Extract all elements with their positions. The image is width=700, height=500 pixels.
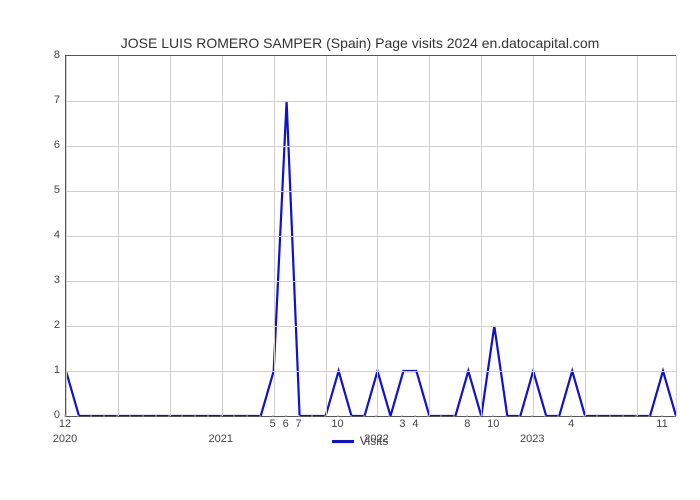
y-axis-label: 8 [40, 49, 60, 61]
x-minor-tick [428, 415, 429, 417]
grid-line-v-minor [429, 56, 430, 416]
x-minor-tick [441, 415, 442, 417]
x-minor-tick [649, 415, 650, 417]
x-minor-tick [90, 415, 91, 417]
x-minor-tick [506, 415, 507, 417]
x-minor-tick [324, 415, 325, 417]
y-axis-label: 5 [40, 184, 60, 196]
grid-line-v-minor [637, 56, 638, 416]
x-minor-tick [142, 415, 143, 417]
x-minor-tick [65, 415, 66, 417]
grid-line-v [222, 56, 223, 416]
x-minor-tick [584, 415, 585, 417]
x-minor-tick [246, 415, 247, 417]
x-minor-tick [636, 415, 637, 417]
y-axis-label: 6 [40, 139, 60, 151]
x-minor-tick [623, 415, 624, 417]
x-minor-tick [77, 415, 78, 417]
x-axis-year-label: 2020 [53, 433, 77, 445]
x-axis-month-label: 10 [487, 418, 499, 430]
grid-line-v-minor [170, 56, 171, 416]
x-axis-month-label: 4 [412, 418, 418, 430]
x-axis-month-label: 10 [331, 418, 343, 430]
y-axis-label: 4 [40, 229, 60, 241]
x-minor-tick [532, 415, 533, 417]
x-minor-tick [181, 415, 182, 417]
grid-line-v-minor [481, 56, 482, 416]
grid-line-v-minor [326, 56, 327, 416]
x-minor-tick [558, 415, 559, 417]
x-axis-year-label: 2022 [364, 433, 388, 445]
x-minor-tick [467, 415, 468, 417]
chart-container: JOSE LUIS ROMERO SAMPER (Spain) Page vis… [40, 30, 680, 450]
x-minor-tick [129, 415, 130, 417]
grid-line-v [533, 56, 534, 416]
x-axis-month-label: 3 [399, 418, 405, 430]
x-minor-tick [350, 415, 351, 417]
grid-line-v [676, 56, 677, 416]
x-minor-tick [402, 415, 403, 417]
chart-title: JOSE LUIS ROMERO SAMPER (Spain) Page vis… [40, 35, 680, 51]
x-minor-tick [571, 415, 572, 417]
x-axis-month-label: 12 [59, 418, 71, 430]
x-minor-tick [415, 415, 416, 417]
x-minor-tick [493, 415, 494, 417]
legend-swatch [332, 440, 354, 443]
x-minor-tick [272, 415, 273, 417]
x-axis-month-label: 4 [568, 418, 574, 430]
y-axis-label: 0 [40, 409, 60, 421]
x-minor-tick [285, 415, 286, 417]
x-minor-tick [311, 415, 312, 417]
y-axis-label: 3 [40, 274, 60, 286]
x-minor-tick [298, 415, 299, 417]
x-axis-month-label: 6 [283, 418, 289, 430]
grid-line-v [66, 56, 67, 416]
y-axis-label: 2 [40, 319, 60, 331]
x-minor-tick [389, 415, 390, 417]
x-minor-tick [610, 415, 611, 417]
grid-line-v-minor [118, 56, 119, 416]
x-minor-tick [597, 415, 598, 417]
grid-line-v-minor [274, 56, 275, 416]
x-minor-tick [519, 415, 520, 417]
x-axis-month-label: 5 [270, 418, 276, 430]
x-minor-tick [545, 415, 546, 417]
x-minor-tick [233, 415, 234, 417]
x-minor-tick [207, 415, 208, 417]
x-axis-month-label: 11 [656, 418, 667, 430]
grid-line-v [377, 56, 378, 416]
x-minor-tick [675, 415, 676, 417]
x-axis-month-label: 7 [296, 418, 302, 430]
y-axis-label: 7 [40, 94, 60, 106]
x-minor-tick [259, 415, 260, 417]
x-minor-tick [220, 415, 221, 417]
legend: Visits [40, 430, 680, 449]
x-axis-year-label: 2021 [208, 433, 232, 445]
plot-area [65, 55, 676, 417]
x-minor-tick [337, 415, 338, 417]
x-minor-tick [480, 415, 481, 417]
x-minor-tick [168, 415, 169, 417]
x-minor-tick [376, 415, 377, 417]
x-axis-month-label: 8 [464, 418, 470, 430]
x-minor-tick [454, 415, 455, 417]
x-minor-tick [363, 415, 364, 417]
grid-line-v-minor [585, 56, 586, 416]
x-minor-tick [194, 415, 195, 417]
x-minor-tick [155, 415, 156, 417]
x-minor-tick [116, 415, 117, 417]
x-minor-tick [662, 415, 663, 417]
x-minor-tick [103, 415, 104, 417]
x-axis-year-label: 2023 [520, 433, 544, 445]
y-axis-label: 1 [40, 364, 60, 376]
